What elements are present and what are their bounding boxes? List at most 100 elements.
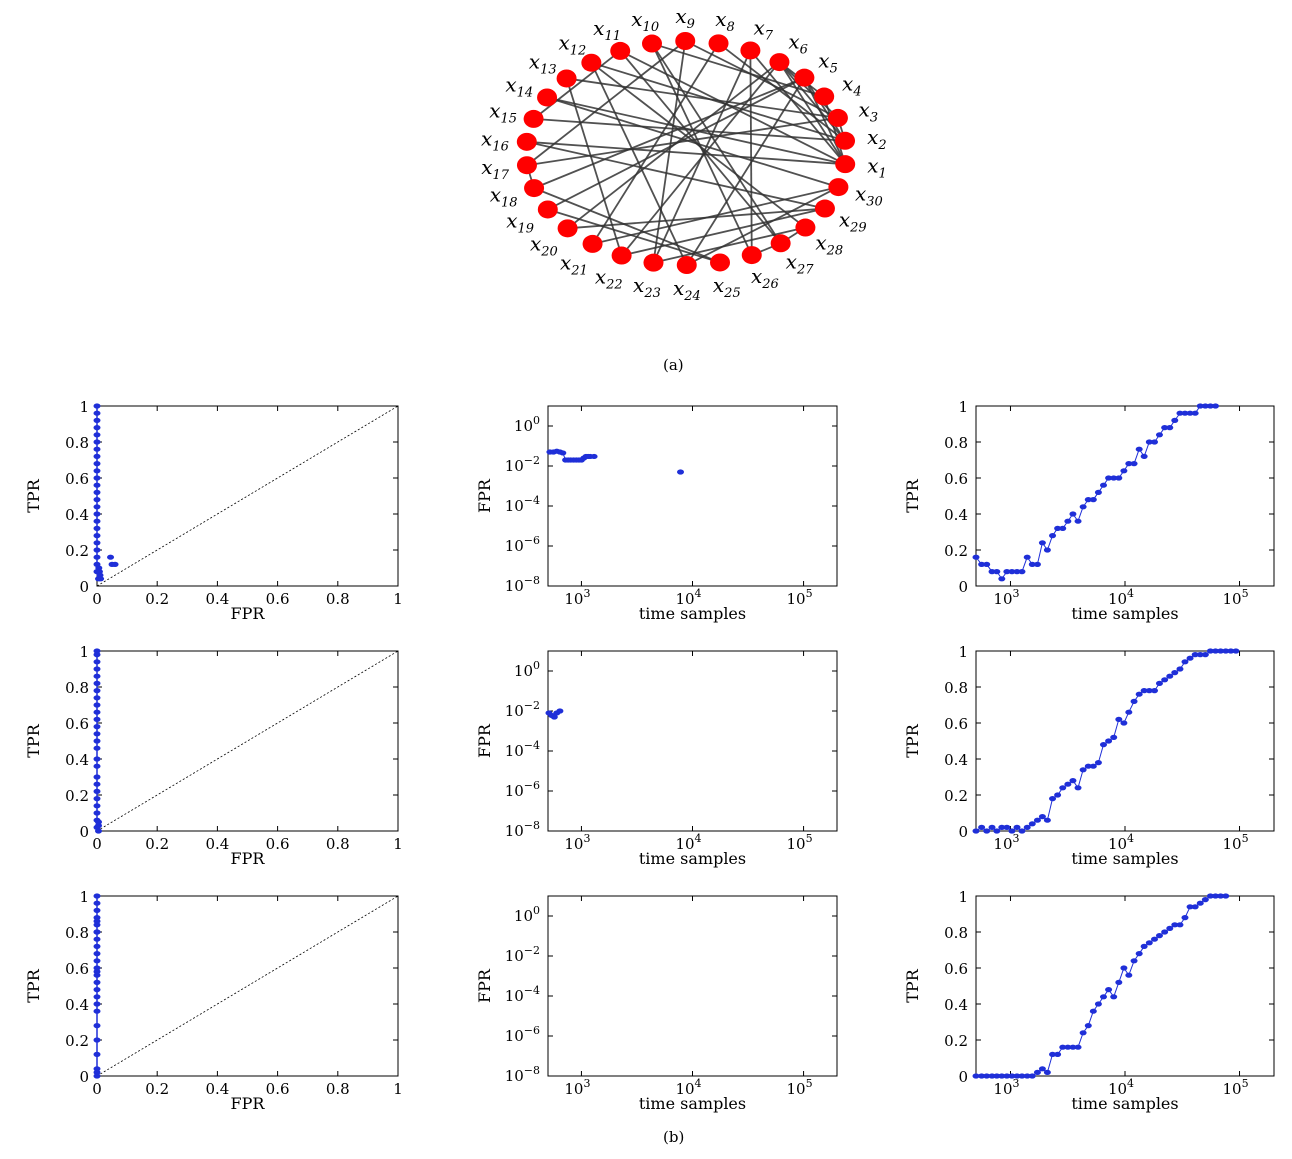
data-point: [1201, 897, 1209, 903]
data-point: [1125, 461, 1133, 467]
y-tick-label: 0.2: [944, 1032, 968, 1050]
y-tick-label: 0: [79, 1068, 89, 1086]
network-node: [835, 155, 856, 174]
data-point: [93, 533, 101, 539]
x-axis-label: time samples: [639, 849, 746, 868]
network-edge: [651, 43, 782, 244]
y-tick-label: 10−4: [505, 739, 540, 760]
x-tick-label: 0.2: [145, 590, 169, 608]
x-tick-label: 103: [993, 1077, 1019, 1098]
data-point: [1201, 652, 1209, 658]
data-point: [93, 482, 101, 488]
network-node: [557, 219, 578, 238]
y-tick-label: 0: [958, 823, 968, 841]
data-point: [93, 1023, 101, 1029]
data-point: [93, 511, 101, 517]
data-point: [93, 446, 101, 452]
y-tick-label: 0.2: [65, 542, 89, 560]
node-label: x23: [633, 273, 661, 301]
data-point: [1166, 425, 1174, 431]
y-tick-label: 0.6: [944, 470, 968, 488]
data-point: [1105, 475, 1113, 481]
network-edge: [778, 61, 839, 119]
data-point: [1059, 785, 1067, 791]
data-point: [93, 695, 101, 701]
data-point: [1043, 1069, 1051, 1075]
node-label: x11: [593, 16, 621, 44]
y-axis-label: TPR: [24, 723, 43, 757]
y-tick-label: 1: [958, 643, 968, 661]
node-label: x12: [558, 30, 586, 58]
data-point: [988, 1073, 996, 1079]
data-point: [1089, 1008, 1097, 1014]
data-point: [93, 504, 101, 510]
data-point: [93, 468, 101, 474]
data-point: [93, 1051, 101, 1057]
data-point: [1222, 648, 1230, 654]
plot-frame: [547, 895, 838, 1077]
x-tick-label: 103: [993, 832, 1019, 853]
data-point: [972, 554, 980, 560]
data-point: [93, 803, 101, 809]
network-node: [524, 179, 545, 198]
network-edge: [684, 40, 839, 119]
data-point: [1043, 817, 1051, 823]
data-point: [1110, 994, 1118, 1000]
data-point: [1176, 666, 1184, 672]
network-node: [676, 255, 697, 274]
data-point: [1069, 1044, 1077, 1050]
node-label: x18: [490, 183, 518, 211]
network-edge: [526, 140, 846, 166]
data-point: [1212, 403, 1220, 409]
data-point: [1013, 824, 1021, 830]
data-point: [1176, 922, 1184, 928]
data-point: [93, 1001, 101, 1007]
data-point: [1217, 648, 1225, 654]
data-point: [93, 702, 101, 708]
data-point: [1003, 1073, 1011, 1079]
y-tick-label: 0.6: [65, 470, 89, 488]
network-edges: [526, 40, 847, 266]
data-point: [1049, 1051, 1057, 1057]
data-point: [1140, 943, 1148, 950]
data-point: [1181, 410, 1189, 416]
data-point: [1094, 489, 1102, 495]
data-point: [1212, 893, 1220, 899]
data-point: [590, 453, 598, 460]
data-point: [93, 489, 101, 495]
x-axis-label: FPR: [231, 1094, 266, 1113]
network-edge: [547, 208, 721, 264]
x-tick-label: 0.4: [205, 1080, 229, 1098]
network-edge: [652, 40, 687, 263]
data-point: [1201, 403, 1209, 409]
y-tick-label: 10−8: [505, 819, 540, 840]
network-node: [740, 41, 761, 60]
network-node: [814, 87, 835, 106]
plot-frame: [547, 405, 838, 587]
network-edge: [566, 77, 839, 119]
data-point: [93, 525, 101, 531]
x-axis-label: time samples: [639, 1094, 746, 1113]
network-node: [710, 253, 731, 272]
data-point: [1028, 1073, 1036, 1079]
data-point: [1155, 432, 1163, 438]
node-label: x29: [839, 207, 867, 235]
node-label: x16: [481, 126, 509, 154]
data-point: [93, 461, 101, 467]
data-point: [993, 569, 1001, 575]
y-tick-label: 0.6: [944, 715, 968, 733]
x-tick-label: 105: [1222, 1077, 1248, 1098]
y-tick-label: 100: [514, 659, 540, 680]
data-point: [1171, 417, 1179, 423]
y-tick-label: 0.4: [944, 996, 968, 1014]
y-tick-label: 1: [79, 398, 89, 416]
data-point: [107, 554, 115, 560]
node-label: x30: [855, 181, 883, 209]
x-tick-label: 0.2: [145, 1080, 169, 1098]
data-point: [93, 951, 101, 957]
data-point: [1003, 569, 1011, 575]
data-point: [1028, 821, 1036, 827]
data-point: [93, 673, 101, 679]
